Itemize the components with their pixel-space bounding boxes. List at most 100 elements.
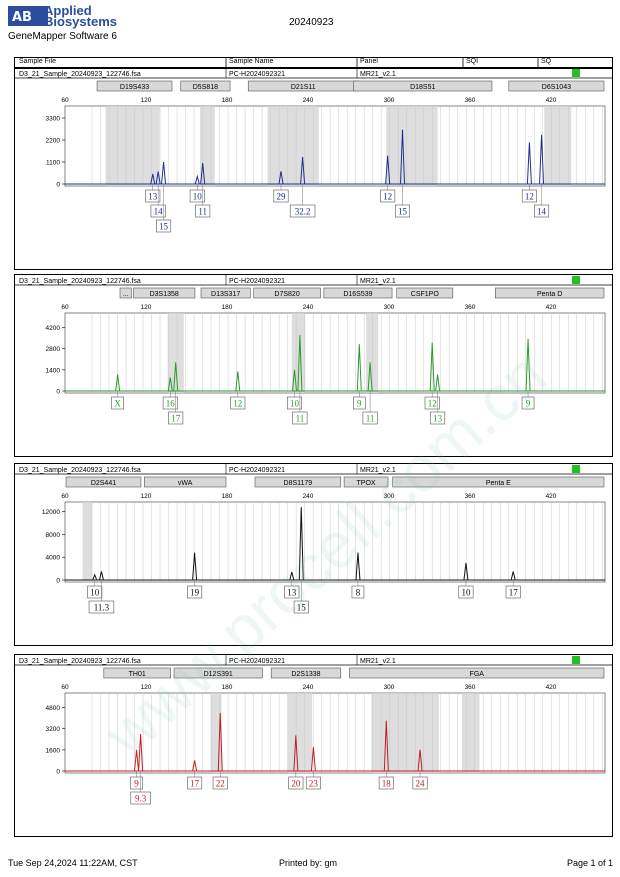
peak xyxy=(435,374,441,392)
print-timestamp: Tue Sep 24,2024 11:22AM, CST xyxy=(8,858,138,868)
locus-label: D18S51 xyxy=(410,84,435,91)
y-tick-label: 0 xyxy=(56,182,60,189)
column-sample-name: Sample Name xyxy=(229,58,274,65)
locus-box xyxy=(96,80,173,92)
allele-label: 10 xyxy=(290,399,300,409)
y-tick-label: 0 xyxy=(56,769,60,776)
column-dividers xyxy=(225,58,539,68)
peak xyxy=(400,129,405,185)
allele-label: 10 xyxy=(461,588,471,598)
peak xyxy=(134,749,140,772)
locus-box xyxy=(103,667,171,679)
locus-label: D2S441 xyxy=(91,480,116,487)
peak-series xyxy=(150,129,545,185)
allele-label-box xyxy=(284,585,300,599)
locus-label: D16S539 xyxy=(343,291,372,298)
loci-bar: D19S433 D5S818 D21S11 D18S51 D6S1043 xyxy=(96,80,605,92)
electropherogram-panel-black: D3_21_Sample_20240923_122746.fsa PC-H2024… xyxy=(14,463,613,646)
locus-box xyxy=(343,476,389,488)
locus-label: ... xyxy=(123,291,129,298)
sample-name: PC-H2024092321 xyxy=(229,278,285,285)
allele-label-box xyxy=(378,776,394,790)
y-tick-label: 1600 xyxy=(46,747,61,754)
applied-biosystems-logo-icon: AB xyxy=(8,6,48,26)
y-tick-label: 0 xyxy=(56,578,60,585)
x-tick-label: 180 xyxy=(222,684,233,691)
x-tick-label: 300 xyxy=(384,97,395,104)
peak xyxy=(115,374,121,392)
column-panel: Panel xyxy=(360,58,378,65)
x-tick-label: 240 xyxy=(303,684,314,691)
allele-label-box xyxy=(187,585,203,599)
allele-label: 11 xyxy=(198,207,207,217)
allele-label-box xyxy=(362,411,378,425)
x-tick-label: 180 xyxy=(222,97,233,104)
printed-by: Printed by: gm xyxy=(279,858,338,868)
locus-label: D21S11 xyxy=(291,84,316,91)
electropherogram-panel-blue: D3_21_Sample_20240923_122746.fsa PC-H2024… xyxy=(14,67,613,270)
locus-box xyxy=(396,287,454,299)
allele-label: 15 xyxy=(297,603,307,613)
allele-label-box xyxy=(212,776,228,790)
allele-label-box xyxy=(156,219,172,233)
blue-dye-chart: D3_21_Sample_20240923_122746.fsa PC-H2024… xyxy=(15,68,612,233)
allele-label: 32.2 xyxy=(295,207,311,217)
peak xyxy=(194,174,200,185)
allele-label: 9.3 xyxy=(135,794,147,804)
x-tick-label: 360 xyxy=(465,304,476,311)
locus-box xyxy=(133,287,196,299)
locus-label: D8S1179 xyxy=(284,480,313,487)
sizing-quality-indicator xyxy=(572,656,580,664)
column-sq: SQ xyxy=(541,58,552,65)
peak xyxy=(161,161,167,185)
allele-label: 9 xyxy=(526,399,531,409)
allele-label: 17 xyxy=(190,779,200,789)
allele-labels: 9 9.3 17 22 20 23 18 24 xyxy=(130,771,428,805)
allele-label-box xyxy=(305,776,321,790)
allele-label-box xyxy=(380,189,396,203)
x-tick-label: 120 xyxy=(141,493,152,500)
locus-label: Penta E xyxy=(486,480,511,487)
peak xyxy=(300,156,306,185)
allele-label: 13 xyxy=(287,588,297,598)
locus-label: D13S317 xyxy=(211,291,240,298)
svg-text:AB: AB xyxy=(12,10,32,25)
locus-box xyxy=(144,476,227,488)
loci-bar: ... D3S1358 D13S317 D7S820 D16S539 CSF1PO Pent… xyxy=(119,287,605,299)
allele-label: 17 xyxy=(171,414,181,424)
peak xyxy=(138,733,144,772)
locus-box xyxy=(65,476,142,488)
loci-bar: D2S441 vWA D8S1179 TPOX Penta E xyxy=(65,476,605,488)
peak xyxy=(417,749,423,772)
y-tick-label: 2200 xyxy=(46,138,61,145)
allele-label-box xyxy=(130,791,151,805)
x-tick-label: 360 xyxy=(465,684,476,691)
locus-box xyxy=(392,476,605,488)
allele-label: 9 xyxy=(134,779,139,789)
electropherogram-panel-green: D3_21_Sample_20240923_122746.fsa PC-H2024… xyxy=(14,274,613,457)
allele-label: 12 xyxy=(383,192,392,202)
allele-label-box xyxy=(412,776,428,790)
peak xyxy=(98,571,104,581)
peak xyxy=(150,173,156,185)
peak xyxy=(167,377,173,392)
x-tick-label: 120 xyxy=(141,684,152,691)
x-tick-label: 360 xyxy=(465,493,476,500)
sizing-quality-indicator xyxy=(572,465,580,473)
panel-name: MR21_v2.1 xyxy=(360,467,396,474)
panel-name: MR21_v2.1 xyxy=(360,71,396,78)
peak xyxy=(383,720,389,772)
y-tick-label: 4000 xyxy=(46,555,61,562)
x-tick-label: 120 xyxy=(141,97,152,104)
allele-label-box xyxy=(352,396,366,410)
x-tick-label: 240 xyxy=(303,493,314,500)
x-tick-label: 240 xyxy=(303,97,314,104)
allele-label-box xyxy=(534,204,550,218)
company-name-line2: Biosystems xyxy=(44,14,117,29)
black-dye-chart: D3_21_Sample_20240923_122746.fsa PC-H2024… xyxy=(15,464,612,614)
peak xyxy=(173,362,179,392)
red-dye-chart: D3_21_Sample_20240923_122746.fsa PC-H2024… xyxy=(15,655,612,805)
y-tick-label: 8000 xyxy=(46,532,61,539)
peak xyxy=(92,573,98,581)
y-tick-label: 3200 xyxy=(46,726,61,733)
